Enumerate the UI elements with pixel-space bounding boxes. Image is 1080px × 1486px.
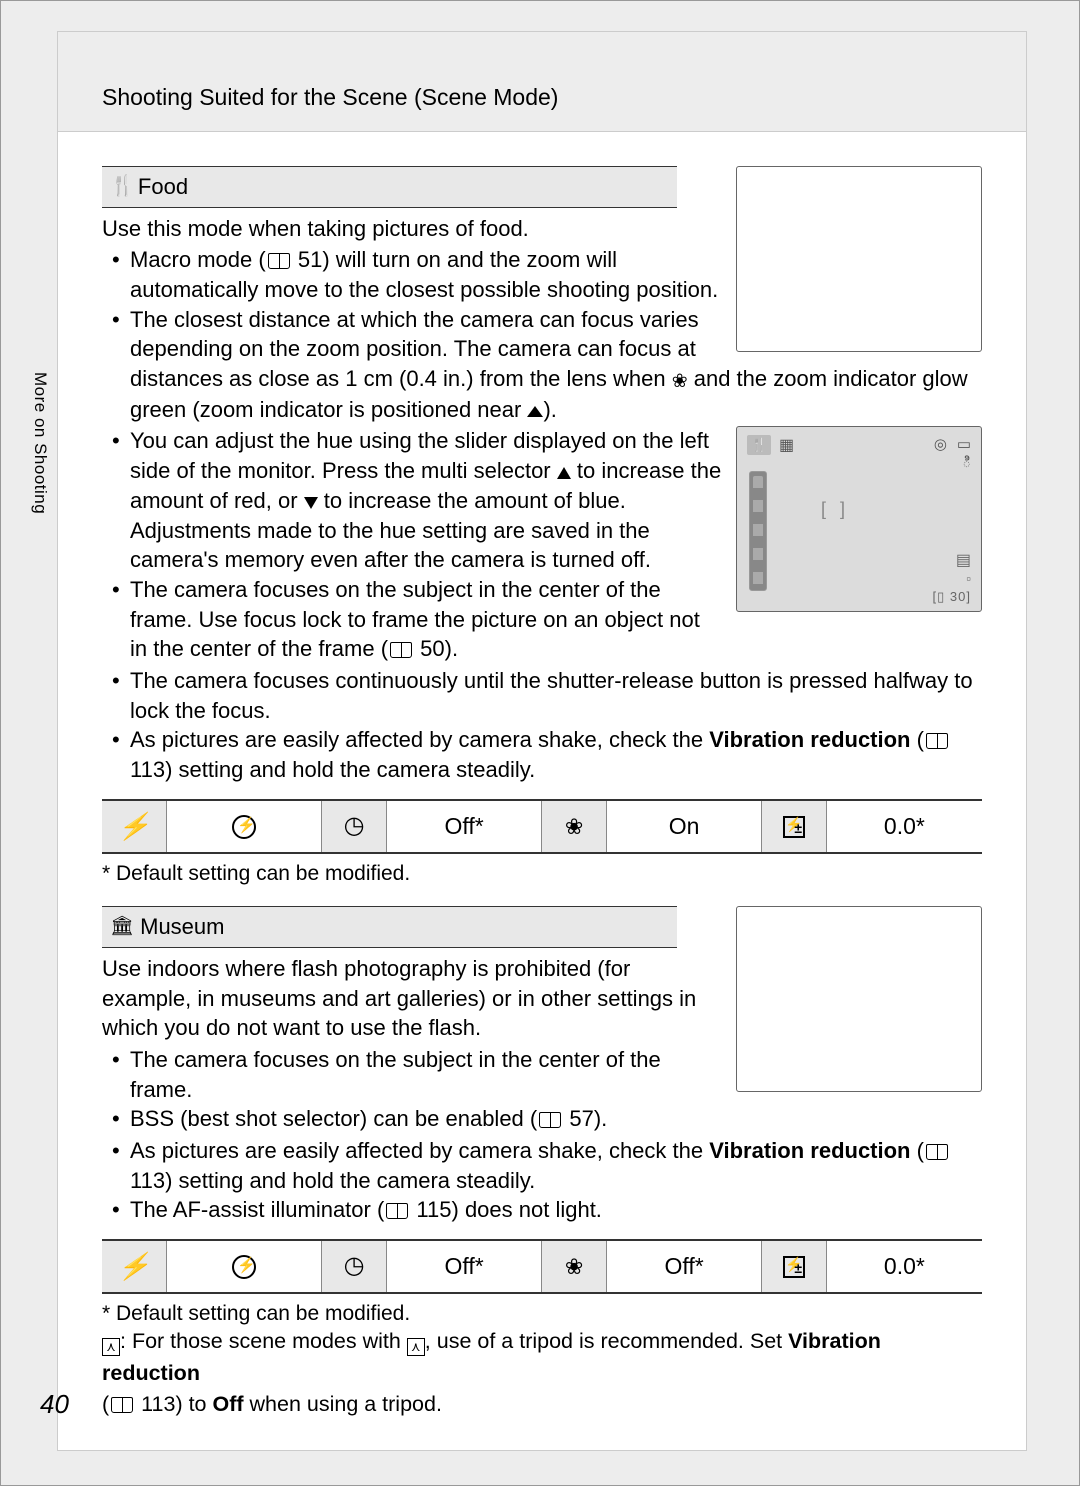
food-bullets: Macro mode ( 51) will turn on and the zo… [102, 245, 982, 424]
viewport: Shooting Suited for the Scene (Scene Mod… [0, 0, 1080, 1486]
food-heading: 🍴 Food [102, 166, 677, 208]
timer-value: Off* [386, 800, 542, 853]
macro-icon: ❀ [542, 1240, 606, 1293]
museum-icon: 🏛 [110, 914, 134, 940]
page-number: 40 [40, 1389, 69, 1420]
food-icon: 🍴 [110, 173, 132, 200]
tripod-note: ⋏: For those scene modes with ⋏, use of … [102, 1326, 982, 1420]
food-bullets-2: You can adjust the hue using the slider … [102, 426, 982, 664]
food-settings-table: ⚡ ◷ Off* ❀ On 0.0* [102, 799, 982, 854]
breadcrumb-bar: Shooting Suited for the Scene (Scene Mod… [58, 32, 1026, 132]
tripod-icon: ⋏ [102, 1338, 120, 1356]
up-arrow-icon [557, 467, 571, 479]
manual-ref-icon [926, 733, 948, 749]
mountain-icon [527, 406, 543, 417]
food-b2: The closest distance at which the camera… [102, 305, 982, 425]
museum-bullets: The camera focuses on the subject in the… [102, 1045, 982, 1134]
macro-flower-icon: ❀ [672, 371, 688, 392]
food-b6: As pictures are easily affected by camer… [102, 725, 982, 784]
macro-value: On [606, 800, 762, 853]
museum-bullets-2: As pictures are easily affected by camer… [102, 1136, 982, 1225]
exposure-value: 0.0* [826, 1240, 982, 1293]
museum-section: 🏛 Museum Use indoors where flash photogr… [102, 906, 982, 1328]
flash-value [166, 800, 322, 853]
timer-icon: ◷ [322, 800, 386, 853]
manual-ref-icon [268, 253, 290, 269]
exposure-icon [762, 800, 826, 853]
manual-ref-icon [926, 1144, 948, 1160]
museum-b2: BSS (best shot selector) can be enabled … [102, 1104, 982, 1134]
content: 🍴 Food Use this mode when taking picture… [58, 132, 1026, 1328]
macro-icon: ❀ [542, 800, 606, 853]
food-footnote: * Default setting can be modified. [102, 860, 982, 888]
food-b4: The camera focuses on the subject in the… [102, 575, 982, 664]
museum-title: Museum [140, 912, 224, 942]
manual-ref-icon [111, 1397, 133, 1413]
manual-ref-icon [386, 1203, 408, 1219]
food-title: Food [138, 172, 188, 202]
manual-ref-icon [390, 642, 412, 658]
down-arrow-icon [304, 497, 318, 509]
museum-heading: 🏛 Museum [102, 906, 677, 948]
macro-value: Off* [606, 1240, 762, 1293]
flash-icon: ⚡ [102, 1240, 166, 1293]
tripod-icon: ⋏ [407, 1338, 425, 1356]
exposure-icon [762, 1240, 826, 1293]
flash-off-icon [232, 815, 256, 839]
timer-value: Off* [386, 1240, 542, 1293]
food-b3: You can adjust the hue using the slider … [102, 426, 982, 574]
museum-b1: The camera focuses on the subject in the… [102, 1045, 982, 1104]
flash-value [166, 1240, 322, 1293]
manual-ref-icon [539, 1112, 561, 1128]
breadcrumb: Shooting Suited for the Scene (Scene Mod… [102, 84, 558, 110]
food-b5: The camera focuses continuously until th… [102, 666, 982, 725]
museum-b4: The AF-assist illuminator ( 115) does no… [102, 1195, 982, 1225]
museum-footnote: * Default setting can be modified. [102, 1300, 982, 1328]
section-tab-label: More on Shooting [30, 372, 50, 514]
food-bullets-3: The camera focuses continuously until th… [102, 666, 982, 785]
flash-icon: ⚡ [102, 800, 166, 853]
food-b1: Macro mode ( 51) will turn on and the zo… [102, 245, 982, 304]
timer-icon: ◷ [322, 1240, 386, 1293]
page: Shooting Suited for the Scene (Scene Mod… [57, 31, 1027, 1451]
museum-b3: As pictures are easily affected by camer… [102, 1136, 982, 1195]
exposure-value: 0.0* [826, 800, 982, 853]
museum-settings-table: ⚡ ◷ Off* ❀ Off* 0.0* [102, 1239, 982, 1294]
flash-off-icon [232, 1255, 256, 1279]
